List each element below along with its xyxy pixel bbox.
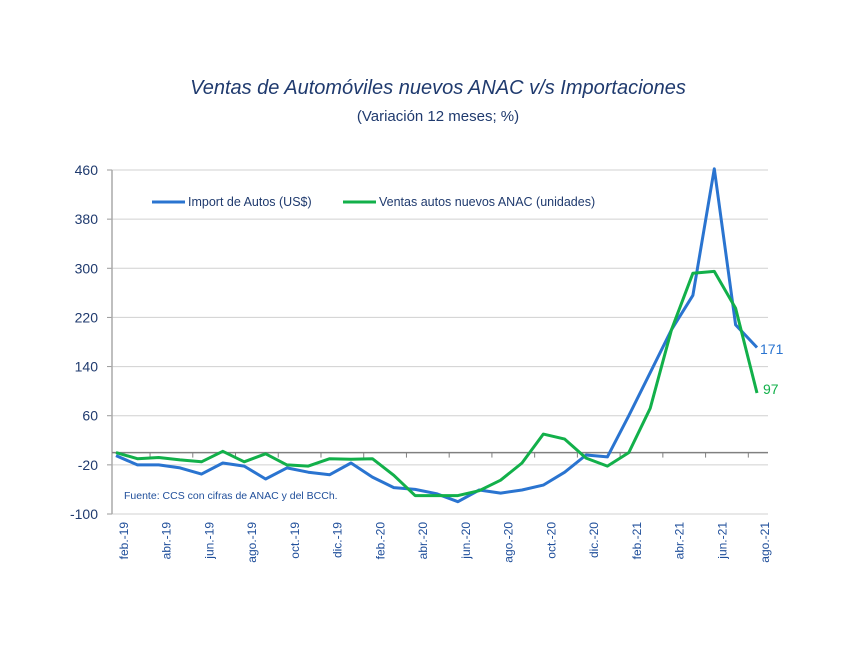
y-tick-label: 380	[75, 211, 99, 227]
series-line-1	[115, 269, 759, 498]
x-tick-label: ago.-19	[245, 522, 259, 563]
y-tick-label: 140	[75, 359, 99, 375]
y-axis: 460 380 300 220 140 60 -20 -100	[70, 162, 113, 522]
end-label-import: 171	[760, 341, 784, 357]
series-lines	[115, 167, 759, 504]
x-tick-label: oct.-19	[288, 522, 302, 559]
y-tick-label: 300	[75, 260, 99, 276]
x-tick-label: abr.-21	[673, 522, 687, 560]
x-tick-label: feb.-21	[630, 522, 644, 560]
y-tick-label: 60	[82, 408, 98, 424]
x-tick-label: dic.-20	[587, 522, 601, 558]
legend: Import de Autos (US$) Ventas autos nuevo…	[152, 195, 595, 209]
x-tick-label: abr.-20	[416, 522, 430, 560]
x-axis: feb.-19 abr.-19 jun.-19 ago.-19 oct.-19 dic.-…	[112, 451, 772, 563]
x-tick-label: abr.-19	[160, 522, 174, 560]
x-tick-label: ago.-20	[502, 522, 516, 563]
source-note: Fuente: CCS con cifras de ANAC y del BCC…	[124, 490, 338, 502]
chart-title: Ventas de Automóviles nuevos ANAC v/s Im…	[190, 77, 686, 99]
y-tick-label: 460	[75, 162, 99, 178]
chart-subtitle: (Variación 12 meses; %)	[357, 108, 519, 125]
y-tick-label: 220	[75, 309, 99, 325]
legend-label-ventas: Ventas autos nuevos ANAC (unidades)	[379, 195, 595, 209]
x-tick-label: jun.-20	[459, 522, 473, 560]
x-tick-label: jun.-19	[202, 522, 216, 560]
y-tick-label: -20	[78, 457, 98, 473]
x-tick-label: oct.-20	[544, 522, 558, 559]
x-tick-label: ago.-21	[758, 522, 772, 563]
x-tick-label: feb.-20	[373, 522, 387, 560]
x-tick-label: dic.-19	[331, 522, 345, 558]
x-tick-label: jun.-21	[715, 522, 729, 560]
y-tick-label: -100	[70, 506, 98, 522]
end-label-ventas: 97	[763, 381, 779, 397]
x-tick-label: feb.-19	[117, 522, 131, 560]
legend-label-import: Import de Autos (US$)	[188, 195, 312, 209]
